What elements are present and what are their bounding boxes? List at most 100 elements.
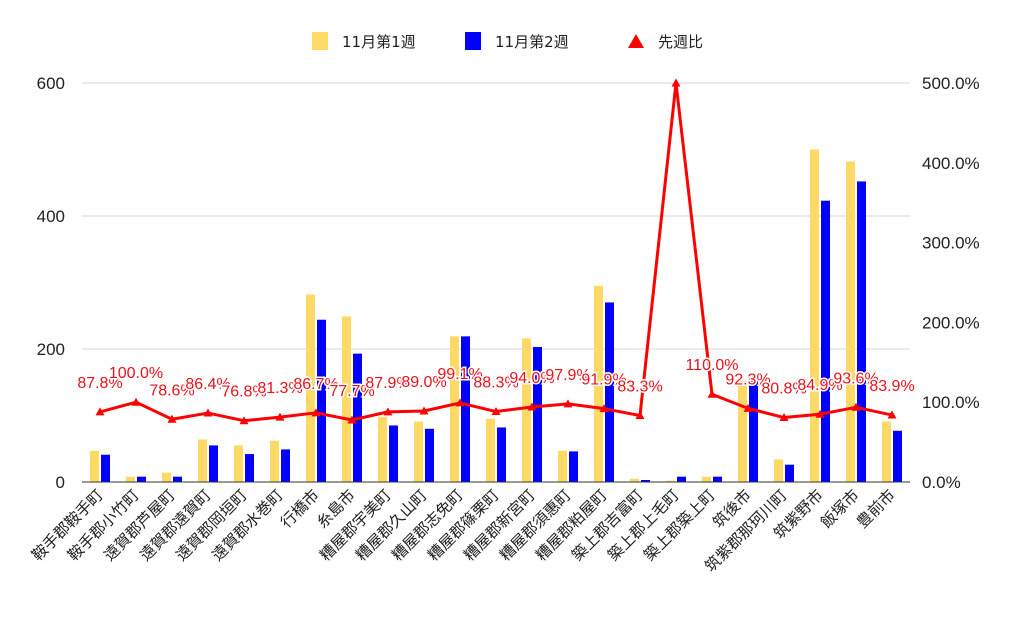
ratio-data-label: 93.6% bbox=[833, 370, 878, 387]
y-right-tick-label: 100.0% bbox=[922, 393, 980, 412]
y-right-tick-label: 300.0% bbox=[922, 234, 980, 253]
bar-week2 bbox=[605, 302, 614, 482]
bars bbox=[90, 149, 902, 483]
bar-week1 bbox=[594, 285, 603, 482]
ratio-point bbox=[563, 399, 573, 408]
y-left-tick-label: 0 bbox=[56, 473, 65, 492]
y-right-tick-label: 400.0% bbox=[922, 154, 980, 173]
bar-week1 bbox=[666, 480, 675, 482]
y-left-tick-label: 400 bbox=[37, 207, 65, 226]
ratio-point bbox=[347, 415, 357, 424]
ratio-data-label: 110.0% bbox=[685, 357, 738, 374]
legend: 11月第1週 11月第2週 先週比 bbox=[312, 32, 703, 51]
bar-week1 bbox=[450, 336, 459, 482]
bar-week1 bbox=[162, 472, 171, 482]
ratio-point bbox=[635, 411, 645, 420]
bar-week1 bbox=[270, 440, 279, 482]
bar-week2 bbox=[821, 200, 830, 482]
bar-week2 bbox=[857, 181, 866, 483]
ratio-data-label: 87.9% bbox=[365, 375, 410, 392]
ratio-data-label: 78.6% bbox=[149, 382, 194, 399]
bar-week2 bbox=[137, 476, 146, 482]
ratio-data-label: 83.3% bbox=[617, 379, 662, 396]
x-tick-label: 行橋市 bbox=[277, 486, 323, 532]
ratio-point bbox=[203, 408, 213, 417]
bar-week2 bbox=[677, 476, 686, 482]
ratio-point bbox=[131, 397, 141, 406]
ratio-point bbox=[167, 414, 177, 423]
bar-week2 bbox=[389, 425, 398, 482]
ratio-point bbox=[311, 408, 321, 417]
ratio-data-label: 94.0% bbox=[509, 370, 554, 387]
bar-week1 bbox=[90, 450, 99, 482]
bar-week2 bbox=[533, 347, 542, 482]
ratio-point bbox=[455, 398, 465, 407]
legend-swatch-week2 bbox=[465, 32, 481, 50]
bar-week1 bbox=[414, 421, 423, 482]
ratio-point bbox=[707, 389, 717, 398]
bar-week2 bbox=[641, 480, 650, 482]
bar-week1 bbox=[738, 380, 747, 482]
ratio-data-label: 87.8% bbox=[77, 375, 122, 392]
bar-week2 bbox=[281, 449, 290, 482]
bar-week1 bbox=[234, 445, 243, 482]
bar-week1 bbox=[774, 459, 783, 482]
legend-label-ratio: 先週比 bbox=[658, 33, 703, 51]
ratio-point bbox=[527, 402, 537, 411]
ratio-data-label: 89.0% bbox=[401, 374, 446, 391]
ratio-point bbox=[419, 406, 429, 415]
bar-week1 bbox=[342, 316, 351, 482]
data-labels: 87.8%100.0%78.6%86.4%76.8%81.3%86.7%77.7… bbox=[76, 356, 916, 402]
ratio-point bbox=[599, 404, 609, 413]
bar-week2 bbox=[101, 454, 110, 482]
ratio-line-layer bbox=[95, 78, 897, 425]
ratio-data-label: 91.9% bbox=[581, 372, 626, 389]
bar-week2 bbox=[461, 336, 470, 482]
x-tick-label: 豊前市 bbox=[853, 486, 899, 532]
bar-week2 bbox=[749, 377, 758, 482]
bar-week1 bbox=[378, 416, 387, 482]
ratio-data-label: 97.9% bbox=[545, 367, 590, 384]
legend-label-week2: 11月第2週 bbox=[495, 33, 569, 51]
legend-marker-ratio bbox=[628, 34, 644, 48]
bar-week1 bbox=[198, 439, 207, 482]
ratio-point bbox=[383, 407, 393, 416]
ratio-data-label: 86.7% bbox=[293, 376, 338, 393]
ratio-data-label: 83.9% bbox=[869, 378, 914, 395]
bar-week2 bbox=[497, 427, 506, 482]
bar-week1 bbox=[630, 478, 639, 482]
ratio-data-label: 100.0% bbox=[109, 365, 163, 382]
ratio-data-label: 86.4% bbox=[185, 376, 230, 393]
ratio-data-label: 99.1% bbox=[437, 366, 482, 383]
bar-week2 bbox=[785, 464, 794, 482]
bar-week1 bbox=[882, 421, 891, 482]
ratio-point bbox=[491, 407, 501, 416]
ratio-data-label: 84.9% bbox=[797, 377, 842, 394]
y-right-tick-label: 200.0% bbox=[922, 313, 980, 332]
ratio-point bbox=[275, 412, 285, 421]
y-right-tick-label: 0.0% bbox=[922, 473, 961, 492]
bar-week2 bbox=[713, 476, 722, 482]
bar-week2 bbox=[245, 454, 254, 482]
ratio-point bbox=[743, 403, 753, 412]
ratio-point bbox=[239, 416, 249, 425]
y-left-tick-label: 200 bbox=[37, 340, 65, 359]
legend-label-week1: 11月第1週 bbox=[342, 33, 416, 51]
bar-week2 bbox=[317, 319, 326, 482]
axes: 0 200 400 600 0.0% 100.0% 200.0% 300.0% 400.0% 50… bbox=[28, 74, 979, 576]
ratio-point bbox=[779, 413, 789, 422]
y-left-tick-label: 600 bbox=[37, 74, 65, 93]
bar-week1 bbox=[810, 149, 819, 482]
ratio-point bbox=[95, 407, 105, 416]
ratio-point bbox=[671, 78, 681, 87]
ratio-data-label: 92.3% bbox=[725, 371, 770, 388]
bar-week2 bbox=[209, 445, 218, 482]
gridlines bbox=[82, 82, 910, 350]
bar-week1 bbox=[126, 476, 135, 482]
legend-swatch-week1 bbox=[312, 32, 328, 50]
bar-week2 bbox=[425, 428, 434, 482]
ratio-data-label: 81.3% bbox=[257, 380, 302, 397]
ratio-data-label: 80.8% bbox=[761, 381, 806, 398]
ratio-point bbox=[887, 410, 897, 419]
